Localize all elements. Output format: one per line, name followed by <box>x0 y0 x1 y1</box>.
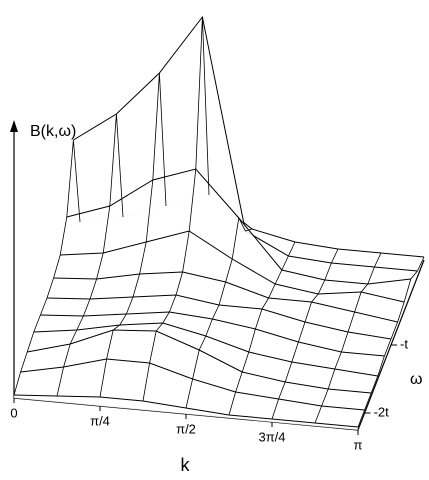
x-tick-label: π/4 <box>90 413 110 428</box>
surface-column <box>185 216 253 409</box>
x-tick-label: 3π/4 <box>258 429 285 444</box>
surface-fill <box>27 330 372 396</box>
surface-fill <box>53 272 398 328</box>
z-axis-arrow <box>10 120 18 132</box>
surface-fill <box>47 295 391 345</box>
x-axis-label: k <box>181 455 191 475</box>
y-axis-label: ω <box>410 371 423 388</box>
surface-fill <box>14 395 358 430</box>
surface-column <box>228 241 296 416</box>
surface-column <box>13 139 81 396</box>
x-tick-label: 0 <box>10 405 17 420</box>
surface-column <box>142 16 210 402</box>
z-axis-label: B(k,ω) <box>30 123 76 140</box>
x-tick-label: π <box>354 437 363 452</box>
y-tick-label: -t <box>400 336 408 351</box>
surface-fill <box>60 231 405 311</box>
surface-column <box>56 113 124 397</box>
surface-column <box>357 256 425 428</box>
x-tick-label: π/2 <box>176 421 196 436</box>
surface-column <box>99 72 167 398</box>
surface-column <box>271 248 339 420</box>
y-tick-label: -2t <box>374 404 390 419</box>
surface-column <box>314 252 382 424</box>
